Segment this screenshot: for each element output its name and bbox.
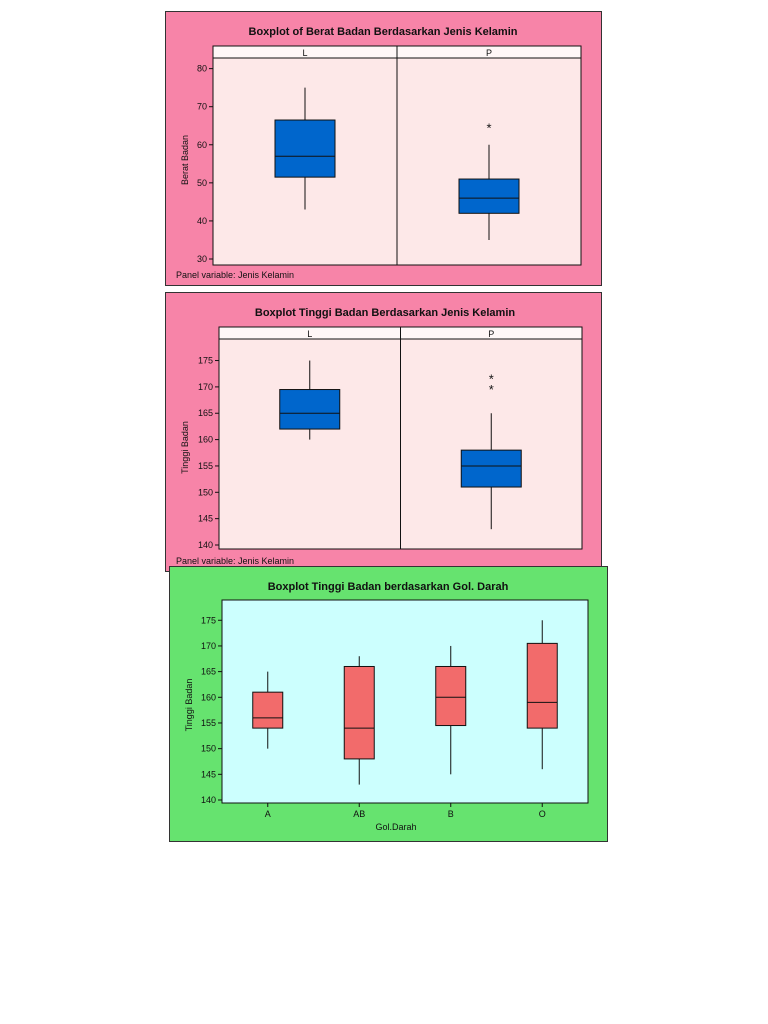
y-tick-label: 155: [201, 718, 216, 728]
height-by-gender-svg: Boxplot Tinggi Badan Berdasarkan Jenis K…: [166, 293, 601, 571]
box: [279, 389, 341, 430]
box: [526, 642, 558, 729]
x-tick-label: B: [448, 809, 454, 819]
panel-label: P: [486, 48, 492, 58]
outlier-marker: *: [486, 121, 491, 136]
y-tick-label: 165: [201, 667, 216, 677]
height-by-blood-type-chart: Boxplot Tinggi Badan berdasarkan Gol. Da…: [169, 566, 608, 842]
y-tick-label: 155: [198, 461, 213, 471]
y-axis-label: Berat Badan: [180, 135, 190, 185]
y-tick-label: 80: [197, 64, 207, 74]
y-tick-label: 175: [198, 356, 213, 366]
outlier-marker: *: [489, 382, 494, 397]
box: [274, 119, 336, 178]
box: [435, 665, 467, 727]
y-tick-label: 160: [198, 435, 213, 445]
box: [252, 691, 284, 729]
y-tick-label: 170: [201, 641, 216, 651]
y-tick-label: 40: [197, 216, 207, 226]
x-tick-label: AB: [353, 809, 365, 819]
box: [343, 665, 375, 760]
chart-title: Boxplot Tinggi Badan Berdasarkan Jenis K…: [255, 307, 515, 319]
panel-label: L: [302, 48, 307, 58]
panel-label: L: [307, 329, 312, 339]
panel-label: P: [488, 329, 494, 339]
x-tick-label: O: [539, 809, 546, 819]
y-tick-label: 150: [201, 744, 216, 754]
x-axis-label: Gol.Darah: [375, 822, 416, 832]
box: [460, 449, 522, 488]
y-tick-label: 165: [198, 408, 213, 418]
box: [458, 178, 520, 214]
chart-title: Boxplot of Berat Badan Berdasarkan Jenis…: [249, 26, 518, 38]
outlier-marker: *: [489, 371, 494, 386]
y-tick-label: 170: [198, 382, 213, 392]
y-axis-label: Tinggi Badan: [180, 421, 190, 474]
y-tick-label: 160: [201, 692, 216, 702]
y-tick-label: 150: [198, 487, 213, 497]
height-by-blood-type-svg: Boxplot Tinggi Badan berdasarkan Gol. Da…: [170, 567, 607, 841]
panel-variable-footnote: Panel variable: Jenis Kelamin: [176, 270, 294, 280]
weight-by-gender-chart: Boxplot of Berat Badan Berdasarkan Jenis…: [165, 11, 602, 286]
y-tick-label: 140: [201, 795, 216, 805]
y-tick-label: 175: [201, 615, 216, 625]
y-tick-label: 145: [201, 769, 216, 779]
x-tick-label: A: [265, 809, 271, 819]
y-tick-label: 145: [198, 514, 213, 524]
y-tick-label: 60: [197, 140, 207, 150]
chart-title: Boxplot Tinggi Badan berdasarkan Gol. Da…: [268, 581, 509, 593]
height-by-gender-chart: Boxplot Tinggi Badan Berdasarkan Jenis K…: [165, 292, 602, 572]
panel-variable-footnote: Panel variable: Jenis Kelamin: [176, 556, 294, 566]
y-tick-label: 50: [197, 178, 207, 188]
y-tick-label: 30: [197, 254, 207, 264]
y-tick-label: 140: [198, 540, 213, 550]
weight-by-gender-svg: Boxplot of Berat Badan Berdasarkan Jenis…: [166, 12, 601, 285]
y-tick-label: 70: [197, 102, 207, 112]
y-axis-label: Tinggi Badan: [184, 679, 194, 732]
